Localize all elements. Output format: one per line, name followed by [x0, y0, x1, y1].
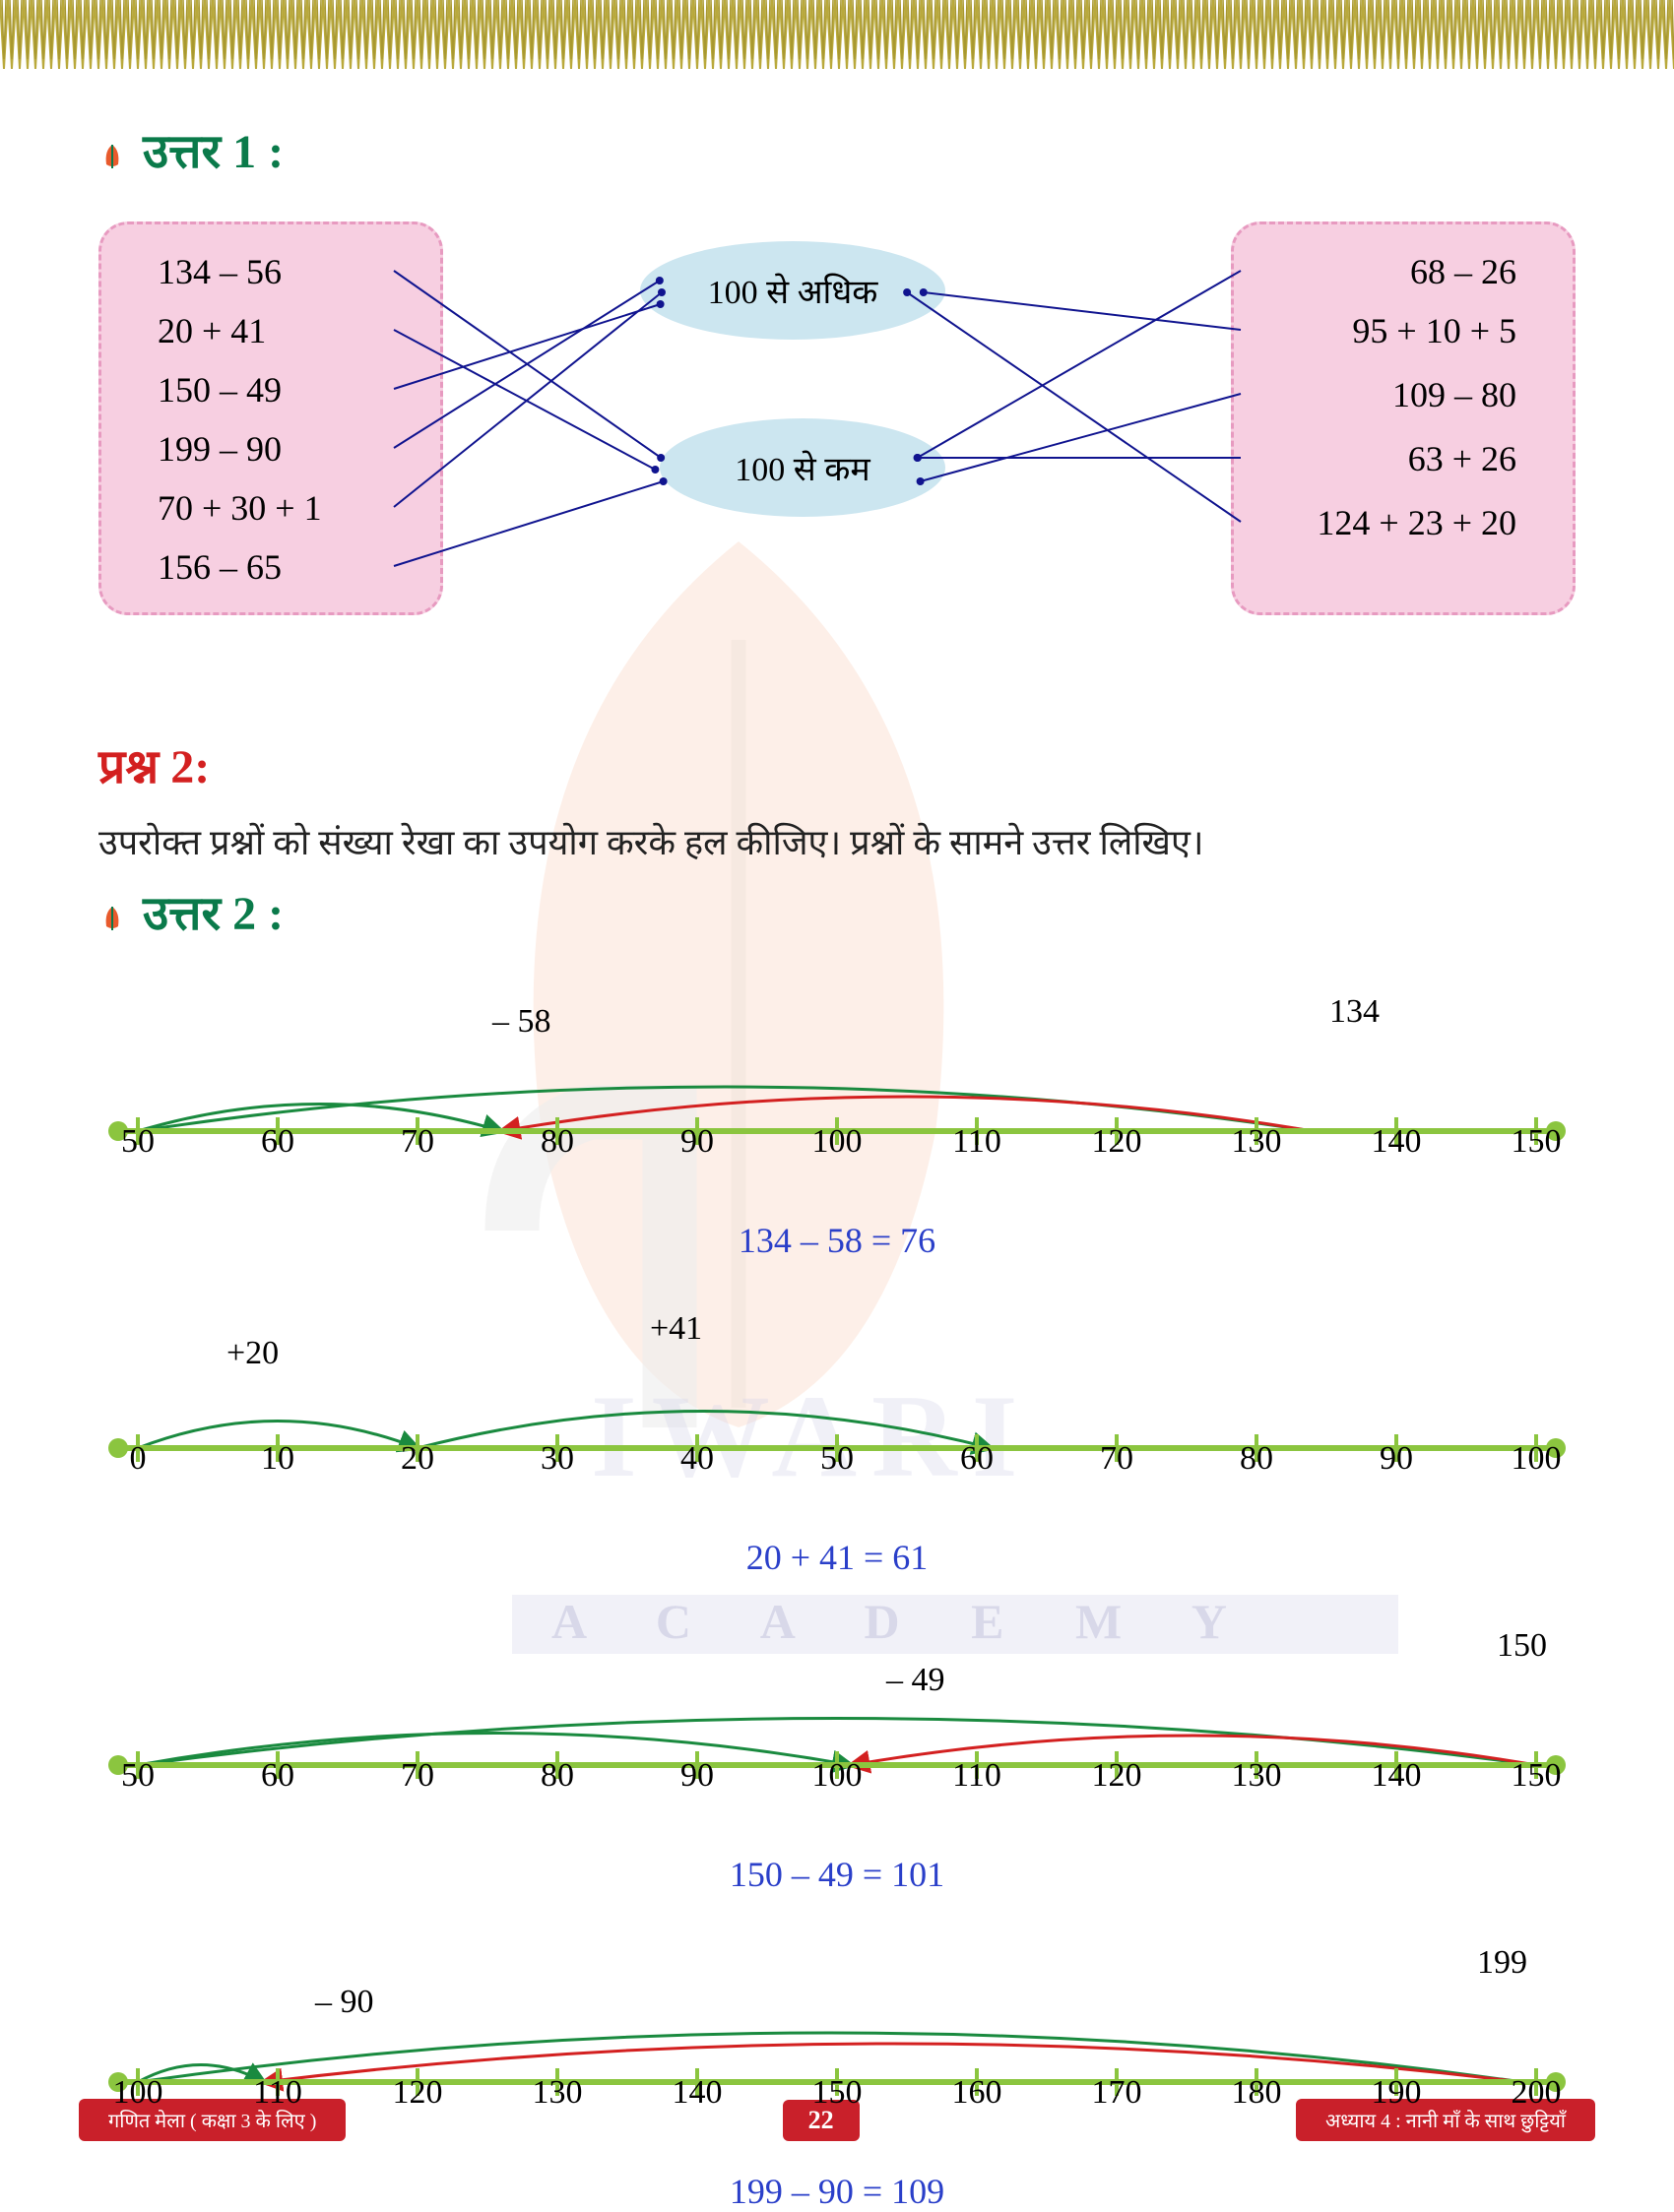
right-expr: 124 + 23 + 20	[1317, 502, 1516, 543]
tick-label: 120	[393, 2074, 443, 2112]
tick-label: 120	[1092, 1757, 1142, 1795]
number-line: 50 60 70 80 90 100 110 120 130 140 150 – 58 134	[98, 974, 1576, 1230]
logo-icon	[98, 143, 126, 170]
tick-label: 20	[401, 1440, 434, 1478]
tick-label: 150	[1512, 1757, 1562, 1795]
right-expr: 95 + 10 + 5	[1352, 310, 1516, 351]
tick-label: 80	[541, 1757, 574, 1795]
tick-label: 140	[1372, 1123, 1422, 1161]
numline-annotation: – 90	[315, 1984, 374, 2021]
tick-label: 90	[680, 1123, 714, 1161]
tick-label: 60	[261, 1123, 294, 1161]
left-expr: 134 – 56	[158, 251, 282, 292]
tick-label: 70	[401, 1757, 434, 1795]
tick-label: 70	[1100, 1440, 1133, 1478]
numline-annotation: 134	[1329, 993, 1380, 1031]
left-expr: 70 + 30 + 1	[158, 487, 322, 529]
question2-text: उपरोक्त प्रश्नों को संख्या रेखा का उपयोग…	[98, 817, 1576, 865]
numline-annotation: +20	[226, 1335, 279, 1372]
tick-label: 160	[952, 2074, 1002, 2112]
tick-label: 50	[121, 1757, 155, 1795]
tick-label: 170	[1092, 2074, 1142, 2112]
tick-label: 110	[253, 2074, 302, 2112]
match-lines-svg	[98, 212, 1576, 645]
tick-label: 100	[113, 2074, 163, 2112]
tick-label: 50	[820, 1440, 854, 1478]
tick-label: 0	[130, 1440, 147, 1478]
numline-annotation: 199	[1477, 1944, 1527, 1982]
tick-label: 70	[401, 1123, 434, 1161]
numline-annotation: – 58	[492, 1003, 551, 1041]
numline-annotation: 150	[1497, 1627, 1547, 1665]
tick-label: 40	[680, 1440, 714, 1478]
number-line: 0 10 20 30 40 50 60 70 80 90 100 +20 +41	[98, 1291, 1576, 1547]
tick-label: 80	[1240, 1440, 1273, 1478]
numline-annotation: +41	[650, 1310, 702, 1348]
left-expr: 156 – 65	[158, 546, 282, 588]
tick-label: 10	[261, 1440, 294, 1478]
tick-label: 80	[541, 1123, 574, 1161]
left-expr: 199 – 90	[158, 428, 282, 470]
tick-label: 60	[960, 1440, 994, 1478]
tick-label: 90	[680, 1757, 714, 1795]
tick-label: 140	[1372, 1757, 1422, 1795]
left-expr: 20 + 41	[158, 310, 266, 351]
number-line: 100 110 120 130 140 150 160 170 180 190 200 – 90 199	[98, 1925, 1576, 2180]
right-expr: 68 – 26	[1410, 251, 1516, 292]
answer2-heading: उत्तर 2 :	[98, 880, 1576, 944]
tick-label: 130	[533, 2074, 583, 2112]
tick-label: 180	[1232, 2074, 1282, 2112]
question2-heading: प्रश्न 2:	[98, 733, 1576, 797]
numline-annotation: – 49	[886, 1662, 945, 1699]
tick-label: 100	[812, 1123, 863, 1161]
tick-label: 60	[261, 1757, 294, 1795]
tick-label: 50	[121, 1123, 155, 1161]
tick-label: 200	[1512, 2074, 1562, 2112]
tick-label: 100	[812, 1757, 863, 1795]
answer1-heading: उत्तर 1 :	[98, 118, 1576, 182]
tick-label: 100	[1512, 1440, 1562, 1478]
tick-label: 30	[541, 1440, 574, 1478]
matching-diagram: 100 से अधिक 100 से कम 134 – 5620 + 41150…	[98, 212, 1576, 645]
number-line: 50 60 70 80 90 100 110 120 130 140 150 – 49 150	[98, 1608, 1576, 1864]
tick-label: 150	[1512, 1123, 1562, 1161]
tick-label: 130	[1232, 1123, 1282, 1161]
tick-label: 120	[1092, 1123, 1142, 1161]
tick-label: 130	[1232, 1757, 1282, 1795]
tick-label: 150	[812, 2074, 863, 2112]
tick-label: 110	[952, 1757, 1001, 1795]
tick-label: 140	[673, 2074, 723, 2112]
left-expr: 150 – 49	[158, 369, 282, 411]
tick-label: 110	[952, 1123, 1001, 1161]
tick-label: 190	[1372, 2074, 1422, 2112]
right-expr: 109 – 80	[1392, 374, 1516, 415]
tick-label: 90	[1380, 1440, 1413, 1478]
right-expr: 63 + 26	[1408, 438, 1516, 479]
logo-icon	[98, 905, 126, 932]
